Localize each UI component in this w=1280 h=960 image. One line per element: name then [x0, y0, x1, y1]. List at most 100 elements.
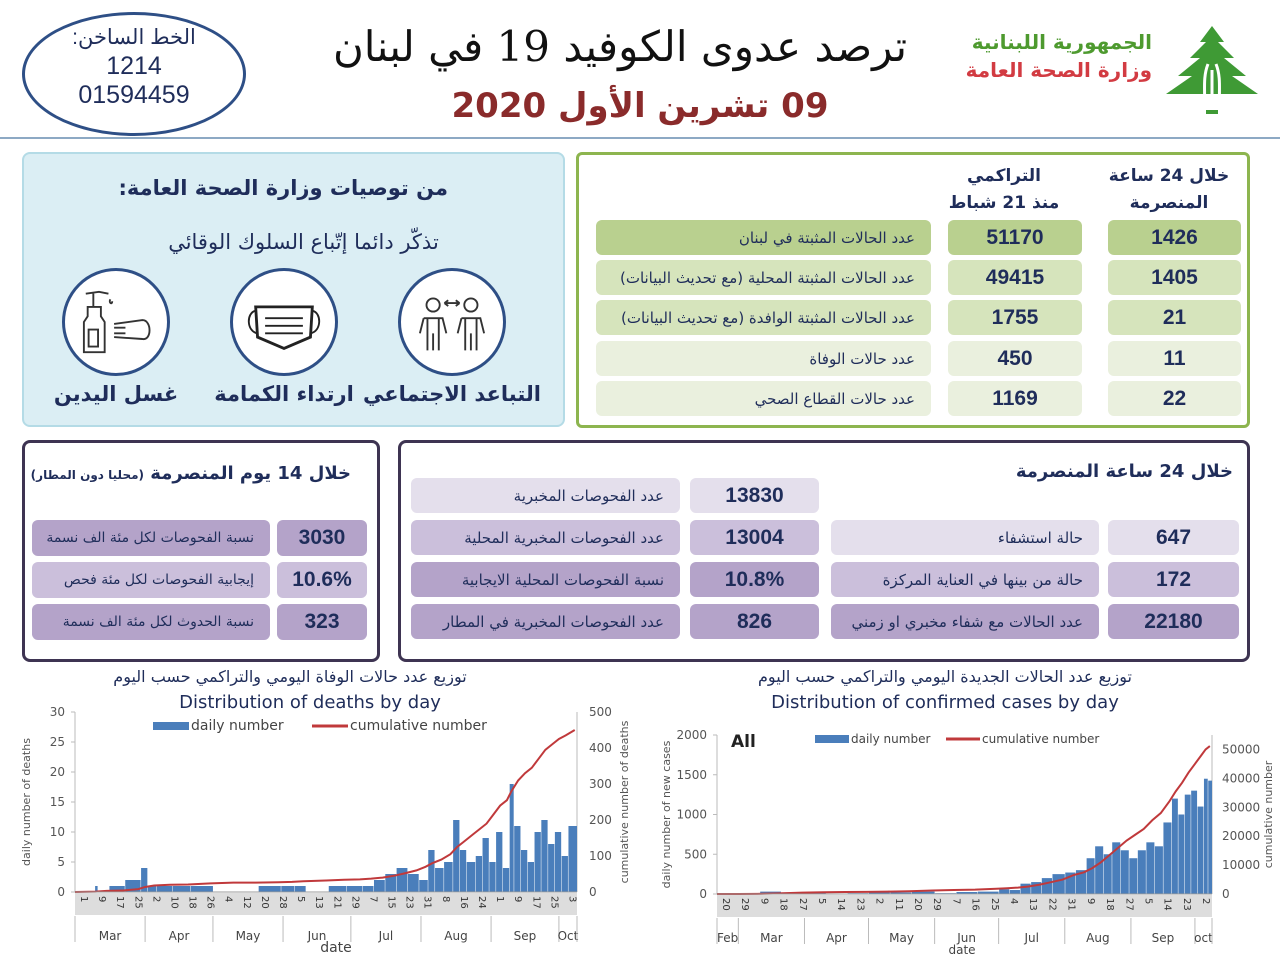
daily-bar [1052, 874, 1065, 894]
y2-tick-label: 300 [589, 777, 612, 791]
daily-bar [258, 886, 281, 892]
column-header-line: منذ 21 شباط [948, 193, 1060, 213]
x-tick-label: 2 [150, 896, 161, 902]
daily-bar [1031, 882, 1042, 894]
x-tick-label: 18 [778, 898, 789, 911]
x-tick-label: 23 [854, 898, 865, 911]
hospital-label: حالة استشفاء [831, 520, 1099, 555]
y-tick-label: 1000 [676, 808, 707, 822]
daily-bar [362, 886, 374, 892]
ministry-name: وزارة الصحة العامة [965, 58, 1152, 82]
x-tick-label: 13 [1027, 898, 1038, 911]
hospital-label: حالة من بينها في العناية المركزة [831, 562, 1099, 597]
indicator-value: 10.6% [277, 562, 367, 598]
hotline-label: الخط الساخن: [72, 26, 196, 49]
daily-bar [466, 862, 476, 892]
y2-tick-label: 50000 [1222, 742, 1260, 756]
x-tick-label: 2 [1200, 898, 1211, 904]
daily-bar [407, 874, 419, 892]
daily-bar [419, 880, 428, 892]
y2-tick-label: 20000 [1222, 829, 1260, 843]
y2-tick-label: 0 [589, 885, 597, 899]
y-axis-title: daily number of new cases [660, 740, 673, 888]
chart-title-arabic: توزيع عدد حالات الوفاة اليومي والتراكمي … [113, 667, 467, 686]
y-axis-title: daily number of deaths [20, 738, 33, 866]
daily-bar [1184, 794, 1191, 894]
x-tick-label: 7 [367, 896, 378, 902]
x-tick-label: 17 [530, 896, 541, 909]
x-tick-label: 29 [931, 898, 942, 911]
month-label: Sep [1152, 931, 1175, 945]
daily-bar [1146, 842, 1155, 894]
x-tick-label: 8 [440, 896, 451, 902]
test-value: 13830 [690, 478, 819, 513]
stat-24h-value: 1405 [1108, 260, 1241, 295]
daily-bar [1137, 850, 1146, 894]
test-label: نسبة الفحوصات المحلية الايجابية [411, 562, 680, 597]
daily-bar [568, 826, 577, 892]
legend-bar-swatch [153, 722, 189, 730]
y-tick-label: 25 [50, 735, 65, 749]
daily-bar [385, 874, 397, 892]
stat-cumulative-value: 450 [948, 341, 1082, 376]
x-tick-label: 20 [720, 898, 731, 911]
x-tick-label: 27 [1123, 898, 1134, 911]
month-label: oct [1194, 931, 1213, 945]
x-tick-label: 28 [277, 896, 288, 909]
daily-bar [1171, 798, 1178, 894]
hospital-label: عدد الحالات مع شفاء مخبري او زمني [831, 604, 1099, 639]
legend-label: cumulative number [982, 732, 1099, 746]
y2-tick-label: 400 [589, 741, 612, 755]
hospital-value: 22180 [1108, 604, 1239, 639]
x-tick-label: 22 [1046, 898, 1057, 911]
stat-label: عدد الحالات المثبتة المحلية (مع تحديث ال… [596, 260, 931, 295]
stat-label: عدد الحالات المثبتة الوافدة (مع تحديث ال… [596, 300, 931, 335]
x-tick-label: 5 [295, 896, 306, 902]
stat-label: عدد حالات القطاع الصحي [596, 381, 931, 416]
month-label: Aug [444, 929, 467, 943]
column-header-24h: خلال 24 ساعة المنصرمة [1099, 163, 1239, 217]
page-title: ترصد عدوى الكوفيد 19 في لبنان [332, 22, 908, 71]
daily-bar [804, 892, 826, 894]
deaths-chart: توزيع عدد حالات الوفاة اليومي والتراكمي … [20, 665, 640, 960]
daily-bar [482, 838, 489, 892]
stat-cumulative-value: 1755 [948, 300, 1082, 335]
republic-name: الجمهورية اللبنانية [971, 30, 1152, 54]
daily-bar [1129, 858, 1138, 894]
test-value: 10.8% [690, 562, 819, 597]
recommendations-subheading: تذكّر دائما إتّباع السلوك الوقائي [168, 230, 439, 254]
x-tick-label: 13 [313, 896, 324, 909]
test-value: 13004 [690, 520, 819, 555]
daily-bar [156, 886, 173, 892]
month-label: May [236, 929, 261, 943]
y-tick-label: 500 [684, 847, 707, 861]
daily-bar [109, 886, 125, 892]
hotline-badge: الخط الساخن: 1214 01594459 [22, 12, 246, 136]
daily-bar [502, 868, 510, 892]
hand-sanitizer-icon [62, 268, 170, 376]
recommendation-label: ارتداء الكمامة [214, 382, 354, 406]
x-tick-label: 5 [1142, 898, 1153, 904]
y2-tick-label: 30000 [1222, 800, 1260, 814]
x-tick-label: 31 [422, 896, 433, 909]
daily-bar [475, 856, 483, 892]
daily-bar [1103, 854, 1112, 894]
legend-label: cumulative number [350, 718, 487, 734]
daily-bar [911, 891, 935, 894]
daily-bar [190, 886, 213, 892]
x-tick-label: 15 [386, 896, 397, 909]
daily-bar [956, 892, 978, 894]
y2-tick-label: 100 [589, 849, 612, 863]
daily-bar [868, 892, 890, 894]
month-label: Aug [1086, 931, 1109, 945]
daily-bar [1178, 814, 1185, 894]
x-tick-label: 26 [205, 896, 216, 909]
indicator-label: نسبة الفحوصات لكل مئة الف نسمة [32, 520, 270, 556]
y2-tick-label: 0 [1222, 887, 1230, 901]
daily-bar [147, 886, 157, 892]
daily-bar [1163, 822, 1172, 894]
stat-cumulative-value: 1169 [948, 381, 1082, 416]
column-header-line: التراكمي [966, 166, 1042, 186]
x-tick-label: 11 [893, 898, 904, 911]
cumulative-line [74, 729, 576, 893]
